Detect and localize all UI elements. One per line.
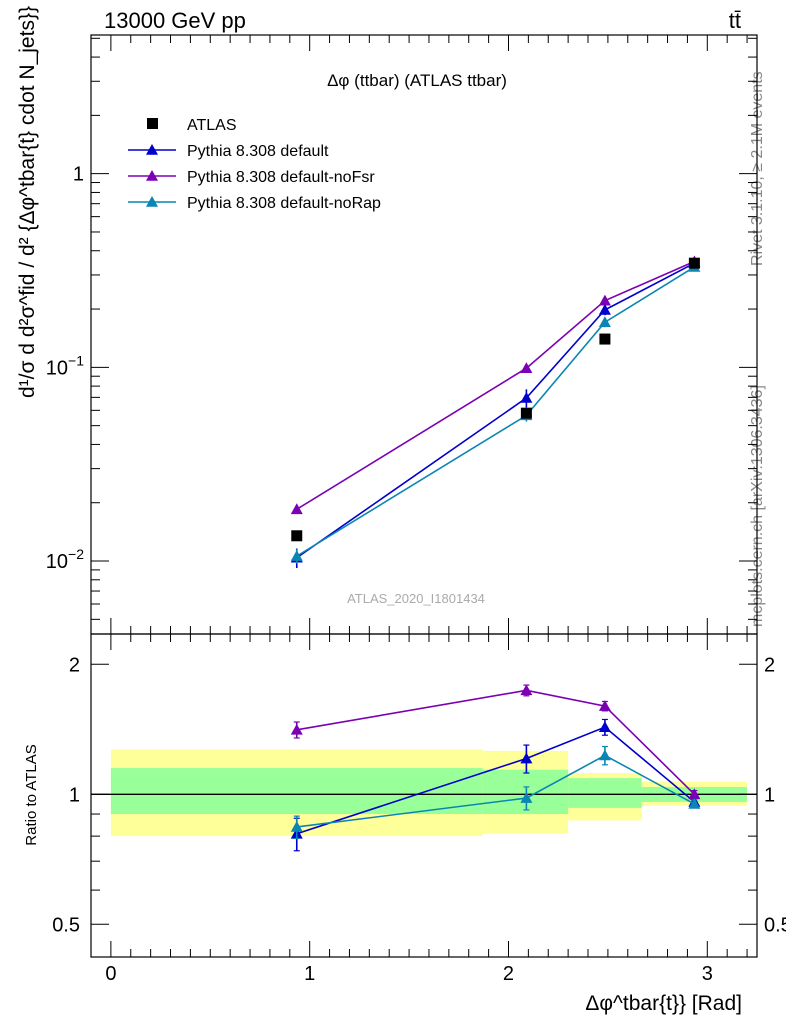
x-tick-label: 2 [503, 963, 514, 985]
x-tick-label: 3 [702, 963, 713, 985]
tick-base: 10 [46, 551, 68, 573]
tick-exponent: −2 [68, 546, 84, 562]
chart-title: Δφ (ttbar) (ATLAS ttbar) [327, 71, 507, 90]
x-tick-label: 0 [105, 963, 116, 985]
legend-pythia-8-308-default-norap-marker [146, 196, 158, 207]
pythia-8-308-default-point [520, 391, 533, 403]
energy-label: 13000 GeV pp [104, 8, 246, 33]
pythia-8-308-default-nofsr-line [296, 260, 695, 510]
ratio-pythia-8-308-default-point [520, 752, 533, 764]
pythia-8-308-default-norap-line [296, 266, 695, 557]
legend-pythia-8-308-default-label: Pythia 8.308 default [187, 143, 329, 160]
upper-y-tick-label: 1 [73, 164, 84, 186]
atlas-point [688, 257, 700, 269]
ratio-pythia-8-308-default-line [296, 726, 695, 835]
lower-panel-frame [90, 633, 758, 958]
legend-pythia-8-308-default-marker [146, 144, 158, 155]
ratio-inner-band [482, 769, 569, 815]
lower-y-tick-label-right: 0.5 [764, 914, 786, 936]
ratio-pythia-8-308-default-norap-point [290, 820, 303, 832]
upper-panel-series [290, 255, 701, 569]
ratio-pythia-8-308-default-point [598, 721, 611, 732]
atlas-point [520, 407, 532, 419]
ratio-pythia-8-308-default-nofsr-point [598, 700, 611, 711]
lower-y-tick-label-right: 1 [764, 784, 775, 806]
x-axis-label: Δφ^tbar{t}} [Rad] [585, 992, 742, 1015]
atlas-point [599, 333, 611, 345]
ratio-pythia-8-308-default-norap-point [598, 749, 611, 761]
analysis-watermark: ATLAS_2020_I1801434 [347, 591, 485, 606]
legend-atlas-marker [147, 118, 158, 129]
pythia-8-308-default-norap-point [598, 316, 611, 328]
ratio-pythia-8-308-default-nofsr-line [296, 689, 695, 795]
lower-y-axis-label: Ratio to ATLAS [23, 744, 40, 845]
pythia-8-308-default-nofsr-point [520, 362, 533, 373]
legend-pythia-8-308-default-nofsr-marker [146, 170, 158, 181]
lower-panel-series [290, 684, 701, 852]
upper-y-tick-label: 10−1 [46, 352, 84, 379]
pythia-8-308-default-norap-point [290, 550, 303, 561]
upper-y-axis-label: d¹/σ d d²σ^fid / d² {Δφ^tbar{t} cdot N_j… [16, 0, 39, 398]
legend-pythia-8-308-default-norap-label: Pythia 8.308 default-noRap [187, 195, 381, 212]
ratio-pythia-8-308-default-nofsr-point [290, 723, 303, 735]
lower-y-tick-label: 2 [69, 654, 80, 676]
legend-atlas-label: ATLAS [187, 117, 237, 134]
ratio-inner-band [568, 778, 642, 808]
process-label: tt̄ [729, 8, 741, 33]
tick-exponent: −1 [68, 352, 84, 368]
lower-y-tick-label: 1 [69, 784, 80, 806]
upper-y-tick-label: 10−2 [46, 546, 84, 573]
legend-pythia-8-308-default-nofsr-label: Pythia 8.308 default-noFsr [187, 169, 375, 186]
lower-y-tick-label: 0.5 [52, 914, 80, 936]
lower-panel-axes: 0.5 0.5 1 1 2 2 0 1 2 3 [52, 633, 786, 985]
pythia-8-308-default-nofsr-point [598, 294, 611, 306]
ratio-pythia-8-308-default-norap-line [296, 754, 695, 828]
pythia-8-308-default-point [598, 303, 611, 315]
ratio-pythia-8-308-default-nofsr-point [688, 788, 701, 800]
ratio-pythia-8-308-default-norap-point [688, 797, 701, 809]
ratio-pythia-8-308-default-norap-point [520, 792, 533, 803]
legend: ATLAS Pythia 8.308 default Pythia 8.308 de… [128, 117, 381, 212]
pythia-8-308-default-nofsr-point [290, 503, 303, 515]
pythia-8-308-default-line [296, 262, 695, 559]
x-tick-label: 1 [304, 963, 315, 985]
lower-y-tick-label-right: 2 [764, 654, 775, 676]
atlas-point [291, 530, 303, 542]
tick-base: 10 [46, 357, 68, 379]
ratio-pythia-8-308-default-nofsr-point [520, 684, 533, 696]
ratio-inner-band [110, 768, 483, 815]
